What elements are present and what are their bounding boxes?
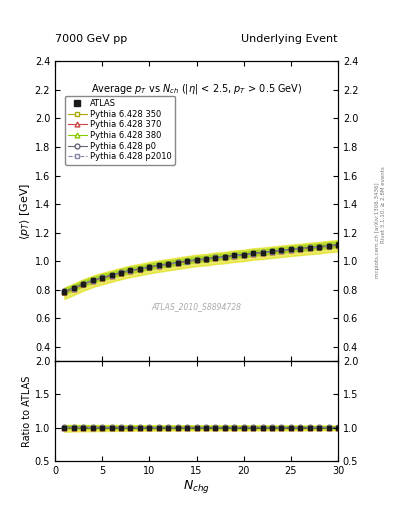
Y-axis label: Ratio to ATLAS: Ratio to ATLAS [22,375,32,446]
Text: Underlying Event: Underlying Event [241,33,338,44]
Y-axis label: $\langle p_T \rangle$ [GeV]: $\langle p_T \rangle$ [GeV] [18,183,32,240]
Text: Average $p_T$ vs $N_{ch}$ ($|\eta|$ < 2.5, $p_T$ > 0.5 GeV): Average $p_T$ vs $N_{ch}$ ($|\eta|$ < 2.… [91,82,302,96]
X-axis label: $N_{chg}$: $N_{chg}$ [183,478,210,496]
Legend: ATLAS, Pythia 6.428 350, Pythia 6.428 370, Pythia 6.428 380, Pythia 6.428 p0, Py: ATLAS, Pythia 6.428 350, Pythia 6.428 37… [65,96,175,164]
Text: Rivet 3.1.10, ≥ 2.8M events: Rivet 3.1.10, ≥ 2.8M events [381,166,386,243]
Text: mcplots.cern.ch [arXiv:1306.3436]: mcplots.cern.ch [arXiv:1306.3436] [375,183,380,278]
Text: 7000 GeV pp: 7000 GeV pp [55,33,127,44]
Text: ATLAS_2010_S8894728: ATLAS_2010_S8894728 [151,303,242,311]
